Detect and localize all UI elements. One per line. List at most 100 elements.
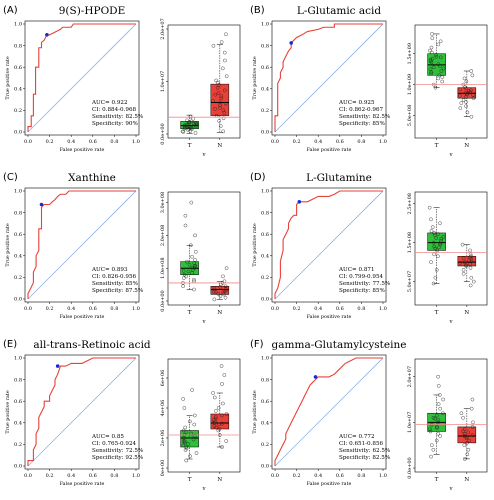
data-point [185,259,189,264]
panel-title: 9(S)-HPODE [59,5,126,17]
specificity-text: Specificity: 92.5% [92,455,143,461]
y-axis-label: True positive rate [252,56,258,100]
box-y-tick-label: 2.0e+07 [407,366,413,387]
data-point [181,436,186,440]
data-point [189,200,194,205]
data-point [193,233,197,238]
data-point [192,123,196,128]
x-tick-label: 0.4 [67,139,75,145]
data-point [469,88,473,92]
auc-text: AUC= 0.772 [338,434,375,440]
panel-a: (A) 9(S)-HPODE 0.0 0.2 0.4 0.6 0.8 1.0 0.0 0.2 0.4… [0,0,247,166]
data-point [431,281,436,286]
y-tick-label: 1.0 [14,356,22,362]
data-point [193,433,197,438]
data-point [213,415,218,419]
data-point [432,244,437,249]
x-tick-label: 0.0 [271,473,279,479]
group-label-t: T [435,477,439,483]
group-label-n: N [464,477,469,483]
data-point [461,268,466,272]
data-point [436,76,441,81]
data-point [462,457,467,461]
box-y-tick-label: 2e+06 [160,430,166,447]
data-point [218,103,222,107]
auc-text: AUC= 0.922 [91,100,128,106]
x-tick-label: 0.2 [293,306,301,312]
x-tick-label: 0.8 [110,306,118,312]
auc-text: AUC= 0.85 [91,434,124,440]
data-point [221,116,226,121]
y-tick-label: 0.6 [14,65,22,71]
data-point [212,297,217,302]
panel-letter: (D) [250,172,266,183]
group-label-n: N [217,477,222,483]
data-point [430,32,434,36]
data-point [462,76,467,81]
data-point [194,451,199,455]
data-point [220,66,225,71]
data-point [434,54,439,59]
y-tick-label: 1.0 [14,22,22,28]
best-threshold-point [289,41,293,45]
data-point [438,434,442,438]
data-point [213,107,217,111]
box-y-tick-label: 6e+06 [160,370,166,387]
data-point [462,260,467,264]
y-axis-label: True positive rate [252,223,258,267]
data-point [183,126,187,131]
data-point [435,413,439,418]
data-point [182,406,187,410]
panel-b: (B) L-Glutamic acid 0.0 0.2 0.4 0.6 0.8 1.0 0.0 0… [247,0,494,166]
box-y-tick-label: 1.0e+08 [160,257,166,278]
data-point [470,397,475,402]
data-point [223,284,228,289]
data-point [465,452,470,457]
panel-title: gamma-Glutamylcysteine [272,339,407,351]
data-point [186,269,191,274]
y-tick-label: 0.6 [261,399,269,405]
data-point [219,94,224,98]
data-point [211,391,215,395]
roc-frame [24,354,140,470]
specificity-text: Specificity: 85% [339,288,385,294]
x-tick-label: 0.0 [271,306,279,312]
y-tick-label: 0.2 [14,442,22,448]
data-point [183,213,188,218]
ci-text: CI: 0.826-0.956 [92,274,137,280]
box-frame [414,358,488,473]
data-point [213,409,218,413]
data-point [212,395,217,400]
data-point [188,114,193,119]
data-point [213,92,218,97]
data-point [223,295,228,300]
data-point [466,447,471,452]
data-point [222,88,227,93]
data-point [220,382,224,386]
data-point [469,275,474,280]
box-x-axis-label: v [201,486,206,492]
data-point [430,50,434,55]
y-tick-label: 0.2 [14,275,22,281]
box-y-tick-label: 2.0e+08 [160,225,166,246]
roc-plot: 0.0 0.2 0.4 0.6 0.8 1.0 0.0 0.2 0.4 0.6 0.8 1.0 Fals… [252,187,390,320]
box-y-tick-label: 2.0e+07 [160,18,166,39]
data-point [462,434,467,438]
data-point [429,60,434,65]
data-point [189,119,194,124]
group-label-t: T [435,143,439,149]
data-point [223,287,228,291]
roc-curve [274,190,383,299]
roc-curve [27,23,136,132]
roc-curve [27,357,136,466]
data-point [436,232,441,236]
data-point [433,416,437,421]
data-point [221,129,226,134]
box-y-tick-label: 1.0e+07 [160,71,166,92]
data-point [436,384,441,388]
box-y-tick-label: 1.5e+09 [407,43,413,64]
x-tick-label: 0.6 [89,473,97,479]
box-plot: 0e+00 2e+06 4e+06 6e+06 T Nv [160,358,241,492]
y-tick-label: 0.4 [14,421,22,427]
roc-curve [274,357,383,466]
